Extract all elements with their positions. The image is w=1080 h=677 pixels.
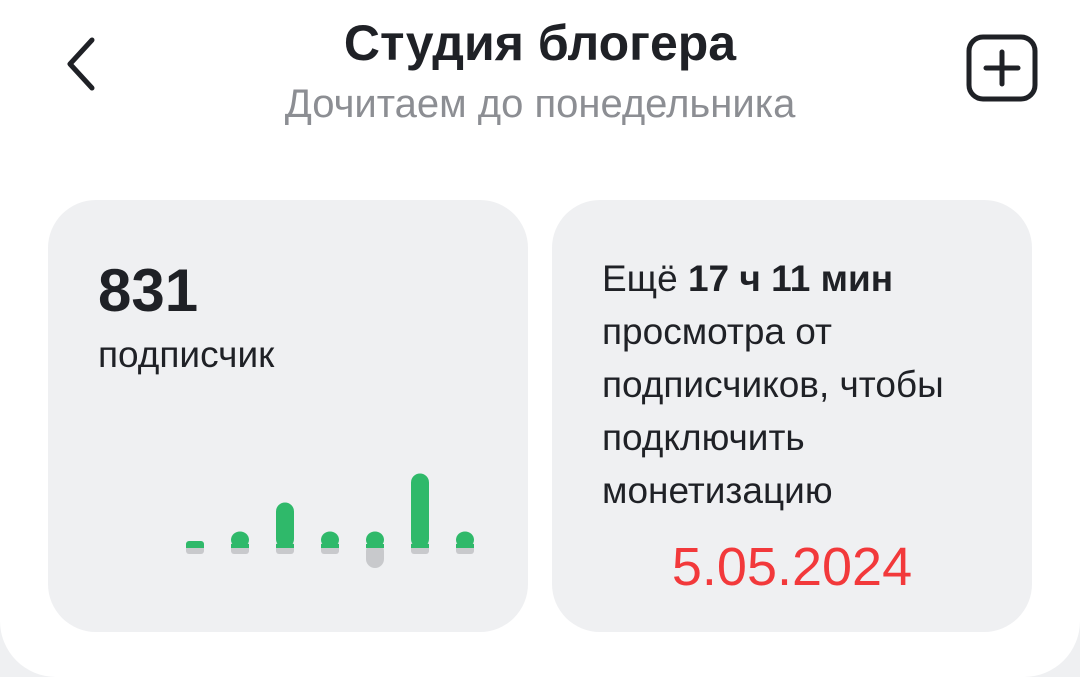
- chart-bar-base: [366, 544, 384, 548]
- chart-bar: [456, 531, 474, 548]
- monetization-message: Ещё 17 ч 11 мин просмотра от подписчиков…: [602, 258, 944, 511]
- page-title: Студия блогера: [343, 15, 737, 71]
- chart-bar: [366, 531, 384, 548]
- chevron-left-icon: [67, 37, 95, 91]
- chart-bar: [231, 531, 249, 548]
- chart-bar-base: [186, 544, 204, 548]
- page-subtitle: Дочитаем до понедельника: [284, 82, 796, 126]
- subscriber-label: подписчик: [98, 334, 275, 375]
- chart-bar-base: [276, 544, 294, 548]
- chart-bar-base: [231, 544, 249, 548]
- monetization-card[interactable]: Ещё 17 ч 11 мин просмотра от подписчиков…: [552, 200, 1032, 632]
- subscriber-chart: [186, 473, 474, 568]
- chart-bar: [411, 473, 429, 548]
- back-button[interactable]: [60, 34, 104, 94]
- subscriber-count: 831: [98, 257, 199, 324]
- plus-square-icon: [966, 34, 1038, 102]
- chart-bar-base: [321, 544, 339, 548]
- monetization-date: 5.05.2024: [671, 537, 913, 597]
- chart-bar-base: [456, 544, 474, 548]
- chart-bar: [276, 502, 294, 548]
- remaining-time: 17 ч 11 мин: [687, 258, 894, 299]
- subscribers-card[interactable]: 831 подписчик: [48, 200, 528, 632]
- chart-bar-negative: [366, 542, 384, 568]
- chart-bar-base: [411, 544, 429, 548]
- chart-bar: [321, 531, 339, 548]
- add-button[interactable]: [966, 34, 1038, 102]
